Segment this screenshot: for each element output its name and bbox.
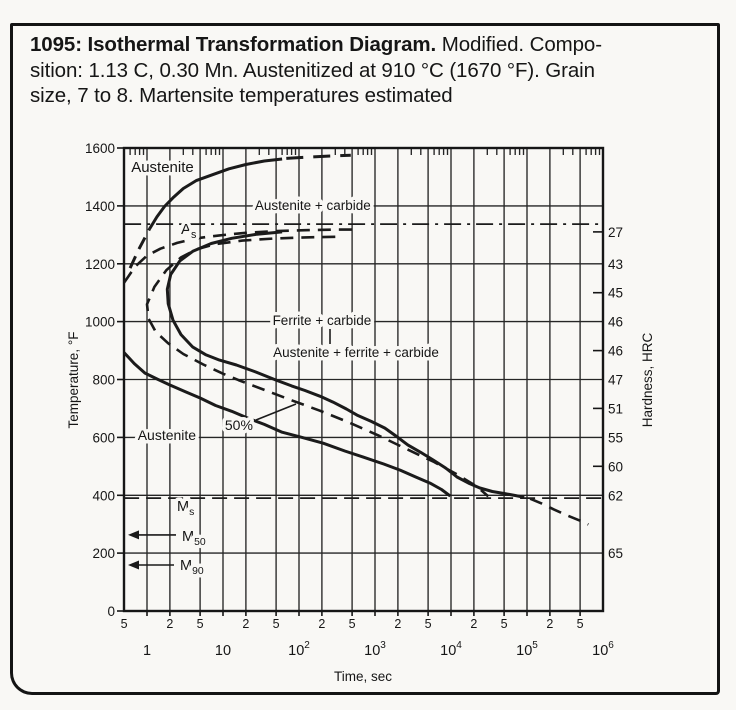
x-axis-minor-label: 5 [425, 617, 432, 631]
m90-arrow-head [128, 560, 139, 570]
x-axis-major-label: 10 [215, 643, 231, 659]
hardness-tick-label: 27 [608, 225, 623, 240]
curve-main-c-curve [165, 230, 525, 499]
caption-line-3: size, 7 to 8. Martensite temperatures es… [30, 84, 453, 107]
curve-main-extension-dashed [529, 497, 589, 526]
hardness-tick-label: 43 [608, 257, 623, 272]
y-axis-tick-label: 400 [92, 488, 115, 503]
y-axis-tick-label: 800 [92, 373, 115, 388]
y-axis-tick-label: 1400 [85, 199, 115, 214]
x-axis-minor-label: 2 [546, 617, 553, 631]
x-axis-minor-label: 2 [166, 617, 173, 631]
label-fifty-percent: 50% [225, 417, 253, 433]
y-axis-tick-label: 0 [107, 604, 115, 619]
y-axis-title: Temperature, °F [66, 332, 81, 429]
x-axis-major-label: 104 [440, 640, 462, 659]
hardness-tick-label: 65 [608, 546, 623, 561]
x-axis-major-label: 1 [143, 643, 151, 659]
label-m50: M50 [182, 529, 206, 548]
x-axis-minor-label: 5 [197, 617, 204, 631]
x-axis-major-label: 103 [364, 640, 386, 659]
hardness-tick-label: 47 [608, 373, 623, 388]
curve-bainite-start-solid [123, 351, 452, 498]
hardness-tick-label: 55 [608, 430, 623, 445]
hardness-tick-label: 62 [608, 488, 623, 503]
region-ferrite-carbide: Ferrite + carbide [273, 313, 372, 328]
label-ms: Ms [177, 499, 194, 518]
hardness-tick-label: 60 [608, 459, 623, 474]
caption-title-bold: 1095: Isothermal Transformation Diagram. [30, 33, 437, 56]
region-austenite-carbide: Austenite + carbide [255, 198, 371, 213]
x-axis-major-label: 102 [288, 640, 310, 659]
x-axis-minor-label: 5 [121, 617, 128, 631]
x-axis-major-label: 105 [516, 640, 538, 659]
hardness-tick-label: 45 [608, 286, 623, 301]
x-axis-title: Time, sec [334, 669, 392, 684]
caption-line-2: sition: 1.13 C, 0.30 Mn. Austenitized at… [30, 58, 595, 82]
page-border [10, 23, 720, 695]
region-austenite-low: Austenite [138, 427, 197, 443]
label-m90: M90 [180, 558, 204, 577]
curve-acm-start-dashed [128, 228, 151, 269]
x-axis-minor-label: 2 [470, 617, 477, 631]
caption-line-1: 1095: Isothermal Transformation Diagram.… [30, 32, 718, 58]
curve-fifty-percent-curve [145, 235, 490, 498]
hardness-tick-label: 46 [608, 344, 623, 359]
region-austenite-ferrite-carbide: Austenite + ferrite + carbide [273, 345, 439, 360]
x-axis-major-label: 106 [592, 640, 614, 659]
caption-line-1-rest: Modified. Compo- [436, 33, 602, 56]
y-axis-tick-label: 1600 [85, 141, 115, 156]
hardness-tick-label: 46 [608, 315, 623, 330]
x-axis-minor-label: 2 [242, 617, 249, 631]
y-axis-tick-label: 1000 [85, 315, 115, 330]
fifty-percent-pointer [255, 403, 297, 421]
hardness-axis-title: Hardness, HRC [640, 332, 655, 427]
m50-arrow-head [128, 530, 139, 540]
hardness-tick-label: 51 [608, 401, 623, 416]
curve-carbide-upper-dashed [123, 228, 356, 284]
x-axis-minor-label: 5 [577, 617, 584, 631]
x-axis-minor-label: 2 [394, 617, 401, 631]
y-axis-tick-label: 200 [92, 546, 115, 561]
x-axis-minor-label: 5 [273, 617, 280, 631]
figure-caption: 1095: Isothermal Transformation Diagram.… [30, 32, 718, 109]
region-austenite-top: Austenite [131, 159, 194, 176]
x-axis-minor-label: 2 [318, 617, 325, 631]
curve-acm-solid [148, 157, 283, 230]
y-axis-tick-label: 1200 [85, 257, 115, 272]
curve-acm-end-dashed [286, 153, 351, 160]
x-axis-minor-label: 5 [349, 617, 356, 631]
x-axis-minor-label: 5 [501, 617, 508, 631]
y-axis-tick-label: 600 [92, 430, 115, 445]
